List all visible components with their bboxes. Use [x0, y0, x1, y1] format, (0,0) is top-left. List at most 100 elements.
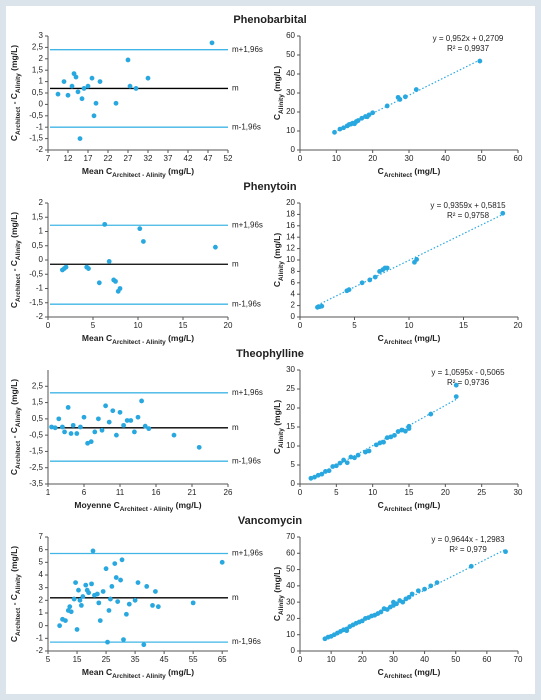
- reference-line-label: m: [232, 259, 239, 268]
- y-axis-label-part: (mg/L): [9, 379, 19, 407]
- y-tick-label: -2,5: [29, 463, 43, 472]
- point: [333, 463, 339, 469]
- x-axis-label-part: Architect: [384, 506, 413, 513]
- y-tick-label: -1,5: [29, 298, 43, 307]
- x-axis-label: Mean CArchitect - Alinity (mg/L): [82, 166, 194, 179]
- x-tick-label: 20: [368, 154, 377, 163]
- x-tick-label: 5: [352, 321, 357, 330]
- point: [97, 618, 103, 623]
- y-axis-label-part: - C: [9, 260, 19, 274]
- point: [112, 561, 118, 566]
- equation: y = 0,9359x + 0,5815: [430, 201, 506, 210]
- point: [115, 599, 121, 604]
- x-tick-label: 0: [298, 655, 303, 664]
- x-axis-label: Moyenne CArchitect - Alinity (mg/L): [74, 500, 201, 513]
- y-tick-label: 50: [286, 565, 295, 574]
- y-axis-label-part: (mg/L): [272, 567, 282, 595]
- point: [105, 639, 110, 645]
- point: [113, 278, 118, 284]
- point: [97, 79, 103, 84]
- point: [399, 427, 405, 433]
- y-tick-label: 0: [291, 312, 296, 321]
- section-title: Theophylline: [236, 348, 304, 360]
- point: [332, 129, 337, 135]
- x-tick-label: 45: [160, 655, 169, 664]
- point: [92, 429, 98, 435]
- y-tick-label: -0,5: [29, 269, 43, 278]
- point: [49, 424, 54, 430]
- y-tick-label: 5: [291, 460, 296, 469]
- point: [319, 303, 325, 309]
- y-axis-label: CArchitect - CAlinity (mg/L): [9, 45, 22, 141]
- point: [145, 75, 151, 81]
- point: [384, 103, 390, 109]
- x-axis-label: CArchitect (mg/L): [378, 500, 441, 513]
- point: [114, 432, 119, 438]
- point: [89, 75, 95, 81]
- point: [312, 474, 317, 480]
- point: [213, 244, 218, 250]
- x-axis-label: CArchitect (mg/L): [378, 166, 441, 179]
- y-tick-label: 20: [286, 198, 295, 207]
- point: [81, 414, 87, 420]
- y-tick-label: 15: [286, 422, 295, 431]
- y-axis-label: CAlinity (mg/L): [272, 66, 285, 121]
- y-tick-label: 0: [291, 479, 296, 488]
- x-tick-label: 50: [451, 655, 460, 664]
- point: [219, 559, 225, 565]
- x-tick-label: 10: [368, 488, 377, 497]
- point: [337, 460, 343, 466]
- point: [103, 566, 109, 572]
- point: [103, 403, 108, 409]
- point: [337, 126, 343, 132]
- r-squared: R² = 0,9736: [447, 378, 490, 387]
- point: [150, 603, 155, 608]
- point: [88, 439, 94, 445]
- reference-line-label: m+1,96s: [232, 45, 263, 54]
- trendline: [317, 213, 504, 306]
- r-squared: R² = 0,9758: [447, 211, 490, 220]
- x-tick-label: 25: [102, 655, 111, 664]
- point: [344, 460, 350, 466]
- point: [60, 424, 65, 430]
- y-axis-label-part: Architect: [15, 106, 22, 135]
- point: [61, 79, 67, 84]
- y-tick-label: 7: [39, 532, 44, 541]
- x-axis-label-part: (mg/L): [166, 166, 194, 176]
- y-tick-label: 16: [286, 221, 295, 230]
- y-tick-label: 6: [39, 545, 44, 554]
- y-axis-label-part: C: [9, 302, 19, 308]
- point: [85, 83, 91, 89]
- point: [428, 411, 434, 417]
- point: [409, 591, 415, 597]
- point: [323, 469, 328, 474]
- reference-line-label: m-1,96s: [232, 456, 261, 465]
- y-tick-label: -1: [36, 284, 44, 293]
- y-tick-label: -2: [36, 145, 44, 154]
- y-tick-label: -1,5: [29, 447, 43, 456]
- y-tick-label: 1: [39, 608, 44, 617]
- point: [372, 274, 378, 280]
- x-tick-label: 30: [389, 655, 398, 664]
- x-tick-label: 50: [477, 154, 486, 163]
- point: [127, 83, 133, 89]
- point: [209, 40, 215, 46]
- point: [135, 580, 141, 585]
- point: [91, 113, 97, 119]
- y-axis-label: CArchitect - CAlinity (mg/L): [9, 546, 22, 642]
- point: [468, 563, 474, 569]
- x-axis-label-part: Architect: [384, 339, 413, 346]
- point: [500, 210, 506, 216]
- point: [102, 221, 108, 227]
- y-axis-label-part: Alinity: [15, 574, 22, 594]
- x-tick-label: 15: [459, 321, 468, 330]
- y-tick-label: 5: [39, 557, 44, 566]
- y-axis-label-part: - C: [9, 93, 19, 107]
- point: [344, 628, 350, 634]
- y-axis-label-part: Alinity: [278, 261, 285, 281]
- y-tick-label: 20: [286, 107, 295, 116]
- point: [78, 603, 84, 608]
- point: [141, 239, 146, 244]
- x-tick-label: 15: [73, 655, 82, 664]
